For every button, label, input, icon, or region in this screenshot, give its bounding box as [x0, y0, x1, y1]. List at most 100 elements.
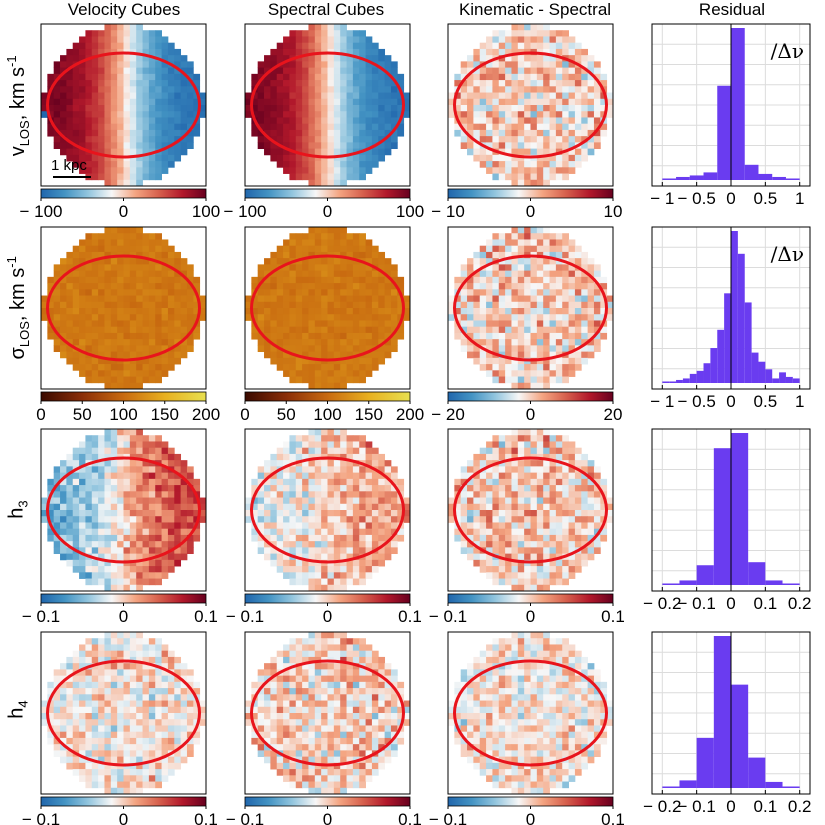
map-pixel: [562, 270, 569, 278]
map-pixel: [321, 326, 328, 334]
map-pixel: [60, 283, 67, 290]
map-pixel: [384, 73, 392, 81]
map-pixel: [555, 491, 563, 498]
map-pixel: [346, 308, 354, 315]
map-pixel: [295, 435, 303, 442]
map-pixel: [543, 42, 550, 50]
map-pixel: [98, 251, 105, 259]
map-pixel: [161, 681, 169, 689]
map-pixel: [333, 142, 341, 150]
map-pixel: [174, 332, 182, 340]
map-pixel: [302, 105, 309, 112]
map-pixel: [365, 472, 373, 480]
map-pixel: [517, 357, 525, 365]
map-pixel: [587, 111, 595, 118]
map-pixel: [384, 86, 392, 93]
map-pixel: [593, 276, 601, 284]
map-pixel: [270, 516, 278, 523]
map-pixel: [321, 80, 328, 87]
map-pixel: [167, 351, 175, 359]
map-pixel: [186, 123, 194, 131]
map-pixel: [308, 447, 316, 455]
map-pixel: [129, 295, 137, 303]
map-pixel: [568, 86, 576, 93]
map-pixel: [129, 370, 137, 377]
map-pixel: [486, 245, 493, 253]
map-pixel: [60, 61, 67, 69]
map-pixel: [283, 295, 290, 303]
map-pixel: [104, 129, 112, 137]
map-pixel: [562, 534, 569, 542]
map-pixel: [41, 314, 48, 321]
map-pixel: [549, 553, 557, 561]
map-pixel: [289, 376, 297, 384]
map-pixel: [587, 136, 595, 143]
map-pixel: [117, 117, 124, 125]
map-pixel: [321, 117, 328, 125]
map-pixel: [511, 111, 519, 118]
map-pixel: [155, 559, 162, 567]
map-pixel: [79, 264, 86, 272]
map-pixel: [536, 92, 544, 100]
map-pixel: [593, 345, 601, 353]
map-pixel: [91, 98, 99, 106]
map-pixel: [72, 516, 80, 523]
map-pixel: [524, 73, 531, 81]
map-pixel: [365, 295, 373, 303]
map-pixel: [186, 547, 194, 555]
map-pixel: [257, 98, 265, 106]
map-pixel: [467, 534, 474, 542]
map-pixel: [117, 516, 124, 523]
map-pixel: [123, 239, 131, 247]
map-pixel: [530, 528, 538, 536]
map-pixel: [193, 129, 201, 137]
map-pixel: [505, 541, 512, 548]
map-pixel: [543, 167, 550, 174]
map-pixel: [98, 326, 105, 334]
map-pixel: [333, 528, 341, 536]
map-pixel: [517, 61, 525, 69]
map-pixel: [66, 123, 74, 131]
map-pixel: [460, 301, 468, 309]
map-pixel: [136, 534, 143, 542]
map-pixel: [91, 656, 99, 664]
map-pixel: [167, 308, 175, 315]
map-pixel: [314, 460, 322, 467]
map-pixel: [117, 376, 124, 384]
map-pixel: [302, 73, 309, 81]
map-pixel: [511, 86, 519, 93]
map-pixel: [467, 86, 474, 93]
map-pixel: [390, 528, 398, 536]
map-pixel: [530, 245, 538, 253]
map-pixel: [295, 522, 303, 530]
map-pixel: [460, 136, 468, 143]
map-pixel: [110, 572, 118, 579]
map-pixel: [167, 650, 175, 658]
map-pixel: [123, 632, 131, 639]
map-pixel: [91, 638, 99, 645]
map-pixel: [302, 541, 309, 548]
map-pixel: [148, 460, 156, 467]
map-pixel: [365, 534, 373, 542]
map-pixel: [142, 167, 150, 174]
map-pixel: [352, 345, 360, 353]
map-pixel: [53, 61, 61, 69]
map-pixel: [85, 370, 93, 377]
map-pixel: [321, 497, 328, 505]
map-pixel: [536, 466, 544, 474]
map-pixel: [129, 357, 137, 365]
map-pixel: [302, 339, 309, 346]
map-pixel: [314, 111, 322, 118]
histogram-bar: [669, 381, 677, 383]
map-pixel: [359, 86, 366, 93]
map-pixel: [384, 553, 392, 561]
map-pixel: [98, 233, 105, 240]
map-pixel: [295, 73, 303, 81]
map-pixel: [321, 73, 328, 81]
map-pixel: [148, 441, 156, 449]
map-pixel: [555, 80, 563, 87]
map-pixel: [251, 510, 259, 517]
map-pixel: [142, 105, 150, 112]
map-pixel: [467, 308, 474, 315]
map-pixel: [66, 148, 74, 156]
